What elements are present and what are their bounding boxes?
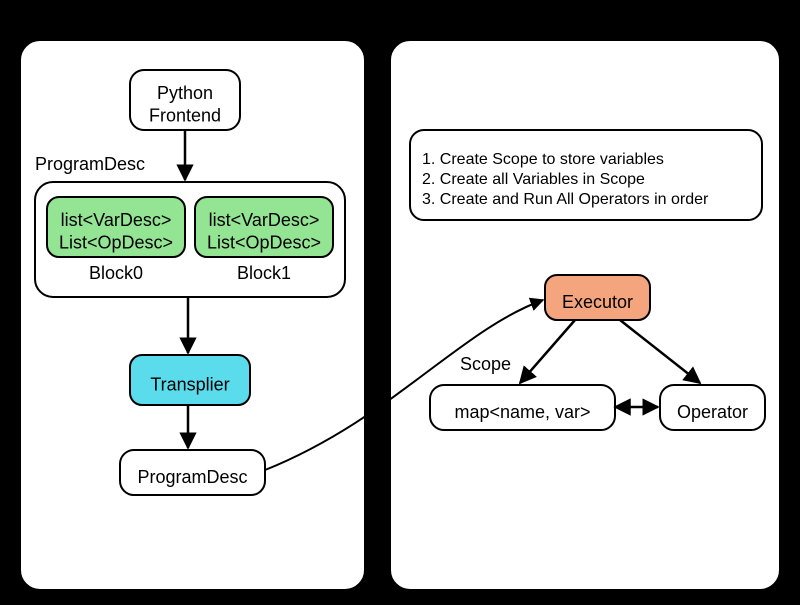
block1-label: Block1 [237,263,291,283]
programdesc_label: ProgramDesc [35,154,145,174]
transpiler-text: Transplier [150,374,229,394]
map-text: map<name, var> [454,402,590,422]
operator-text: Operator [677,402,748,422]
scope_label: Scope [460,354,511,374]
programdesc2-text: ProgramDesc [137,467,247,487]
diagram-canvas: PythonFrontendProgramDesclist<VarDesc>Li… [0,0,800,605]
executor-text: Executor [562,292,633,312]
block0-label: Block0 [89,263,143,283]
